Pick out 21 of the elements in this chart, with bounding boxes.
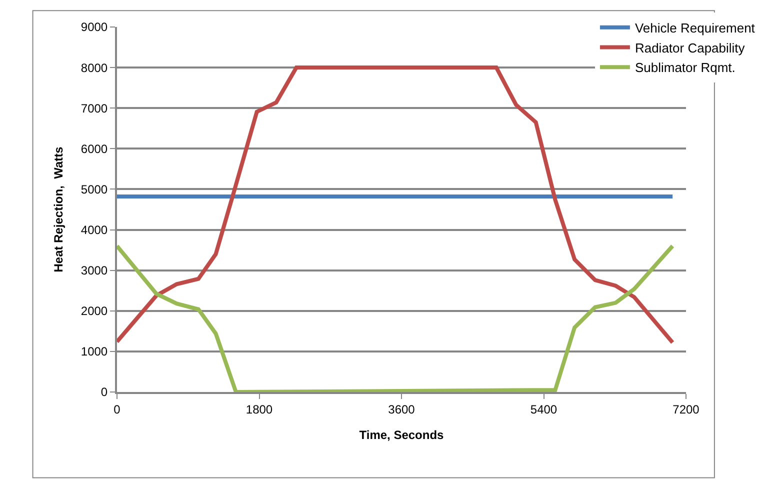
- x-axis-title: Time, Seconds: [359, 428, 444, 442]
- y-tick-label: 6000: [80, 142, 108, 156]
- legend-label: Radiator Capability: [634, 40, 746, 56]
- y-tick-label: 1000: [80, 344, 108, 359]
- x-tick-label: 3600: [388, 402, 416, 416]
- line-series: [117, 244, 675, 392]
- y-axis-title: Heat Rejection, Watts: [52, 146, 66, 272]
- y-tick-label: 3000: [80, 264, 108, 278]
- y-tick-label: 9000: [80, 20, 108, 34]
- y-tick-label: 4000: [80, 222, 108, 237]
- x-tick-label: 7200: [672, 402, 700, 416]
- x-tick-label: 1800: [246, 402, 273, 416]
- legend-label: Sublimator Rqmt.: [634, 60, 736, 76]
- x-tick-label: 0: [114, 402, 121, 416]
- y-tick-label: 0: [100, 385, 108, 400]
- legend-label: Vehicle Requirement: [634, 20, 756, 36]
- x-tick-label: 5400: [530, 402, 558, 416]
- y-tick-label: 2000: [80, 304, 108, 318]
- y-tick-label: 5000: [80, 182, 108, 196]
- y-tick-label: 8000: [80, 60, 108, 75]
- y-tick-label: 7000: [80, 101, 108, 116]
